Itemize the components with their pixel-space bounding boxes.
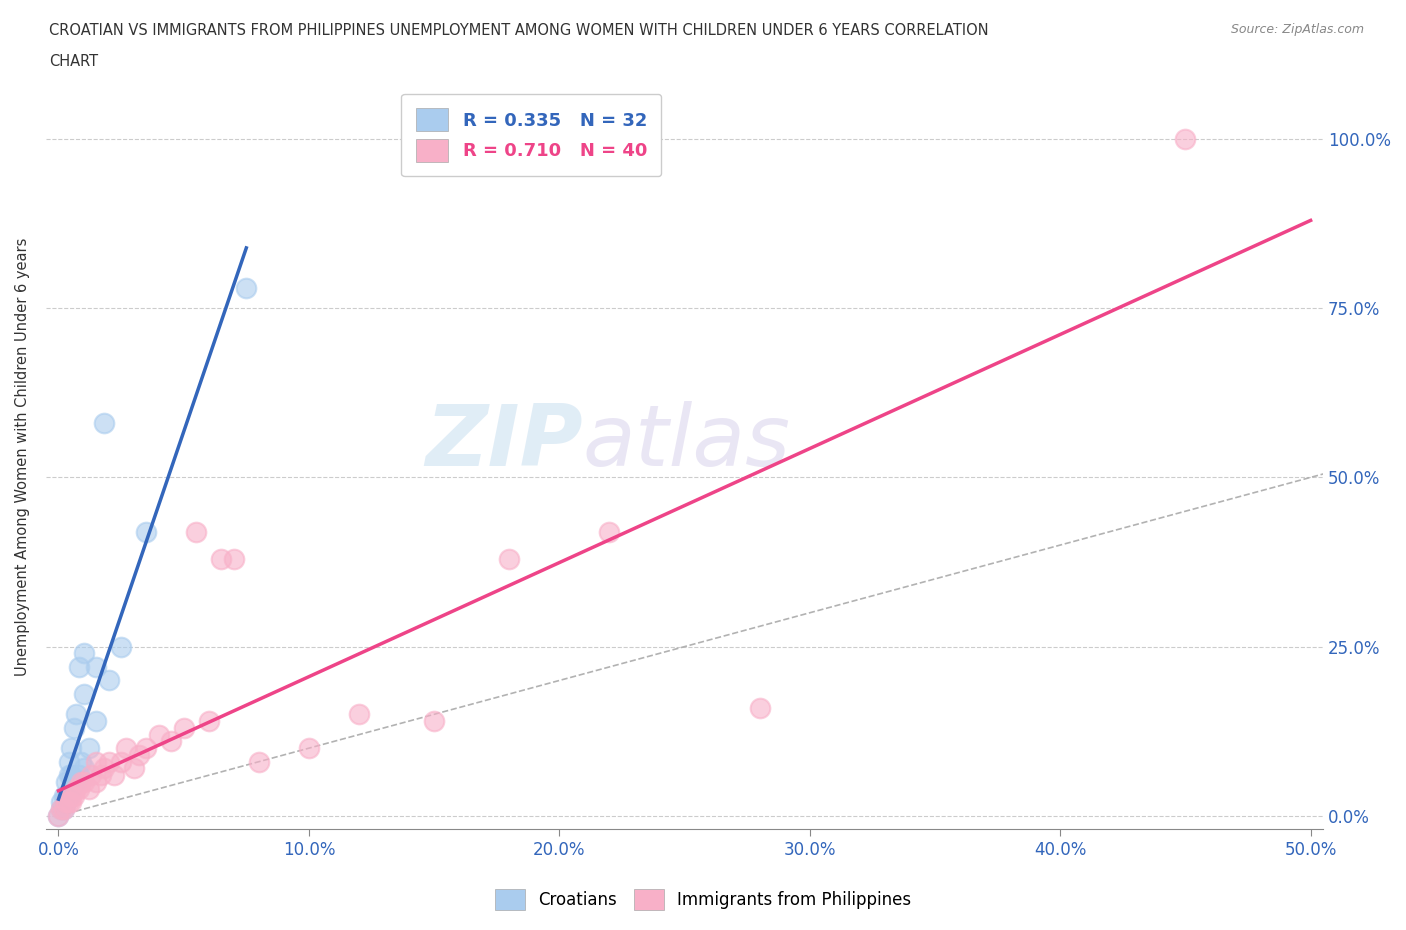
Point (60, 768, 83, 783)
Point (52, 802, 75, 817)
Point (60, 788, 83, 803)
Point (52, 802, 75, 817)
Point (103, 768, 125, 783)
Point (58, 795, 80, 810)
Point (84, 754, 107, 769)
Point (58, 768, 80, 783)
Point (247, 754, 270, 769)
Legend: Croatians, Immigrants from Philippines: Croatians, Immigrants from Philippines (488, 883, 918, 917)
Point (209, 551, 232, 566)
Text: Source: ZipAtlas.com: Source: ZipAtlas.com (1230, 23, 1364, 36)
Y-axis label: Unemployment Among Women with Children Under 6 years: Unemployment Among Women with Children U… (15, 238, 30, 676)
Point (48, 808, 70, 823)
Point (148, 727, 170, 742)
Point (67, 659, 90, 674)
Point (84, 775, 107, 790)
Point (598, 525, 620, 539)
Point (72, 761, 94, 776)
Point (49, 802, 72, 817)
Point (1174, 131, 1197, 146)
Point (90, 768, 112, 783)
Point (58, 754, 80, 769)
Point (160, 734, 183, 749)
Point (77, 781, 100, 796)
Point (65, 707, 87, 722)
Point (60, 781, 83, 796)
Legend: R = 0.335   N = 32, R = 0.710   N = 40: R = 0.335 N = 32, R = 0.710 N = 40 (401, 94, 661, 177)
Point (235, 280, 257, 295)
Point (77, 740, 100, 755)
Point (70, 775, 93, 790)
Point (55, 788, 77, 803)
Point (197, 713, 219, 728)
Point (72, 686, 94, 701)
Point (60, 795, 83, 810)
Point (498, 551, 520, 566)
Point (298, 740, 321, 755)
Point (65, 775, 87, 790)
Point (72, 775, 94, 790)
Point (222, 551, 245, 566)
Point (84, 659, 107, 674)
Point (48, 808, 70, 823)
Point (65, 781, 87, 796)
Point (70, 754, 93, 769)
Point (93, 761, 115, 776)
Text: ZIP: ZIP (425, 401, 582, 484)
Text: CHART: CHART (49, 54, 98, 69)
Point (55, 795, 77, 810)
Point (67, 781, 90, 796)
Point (49, 802, 72, 817)
Point (55, 795, 77, 810)
Point (347, 707, 370, 722)
Point (84, 713, 107, 728)
Text: atlas: atlas (582, 401, 790, 484)
Point (62, 788, 84, 803)
Point (80, 768, 103, 783)
Point (135, 740, 157, 755)
Point (58, 788, 80, 803)
Point (423, 713, 446, 728)
Point (110, 639, 132, 654)
Point (72, 646, 94, 661)
Point (62, 775, 84, 790)
Point (60, 740, 83, 755)
Point (115, 740, 138, 755)
Point (97, 673, 120, 688)
Point (49, 795, 72, 810)
Point (135, 525, 157, 539)
Point (173, 721, 195, 736)
Point (110, 754, 132, 769)
Text: CROATIAN VS IMMIGRANTS FROM PHILIPPINES UNEMPLOYMENT AMONG WOMEN WITH CHILDREN U: CROATIAN VS IMMIGRANTS FROM PHILIPPINES … (49, 23, 988, 38)
Point (748, 700, 770, 715)
Point (186, 525, 208, 539)
Point (62, 721, 84, 736)
Point (122, 761, 145, 776)
Point (67, 768, 90, 783)
Point (52, 788, 75, 803)
Point (128, 748, 150, 763)
Point (93, 416, 115, 431)
Point (55, 775, 77, 790)
Point (97, 754, 120, 769)
